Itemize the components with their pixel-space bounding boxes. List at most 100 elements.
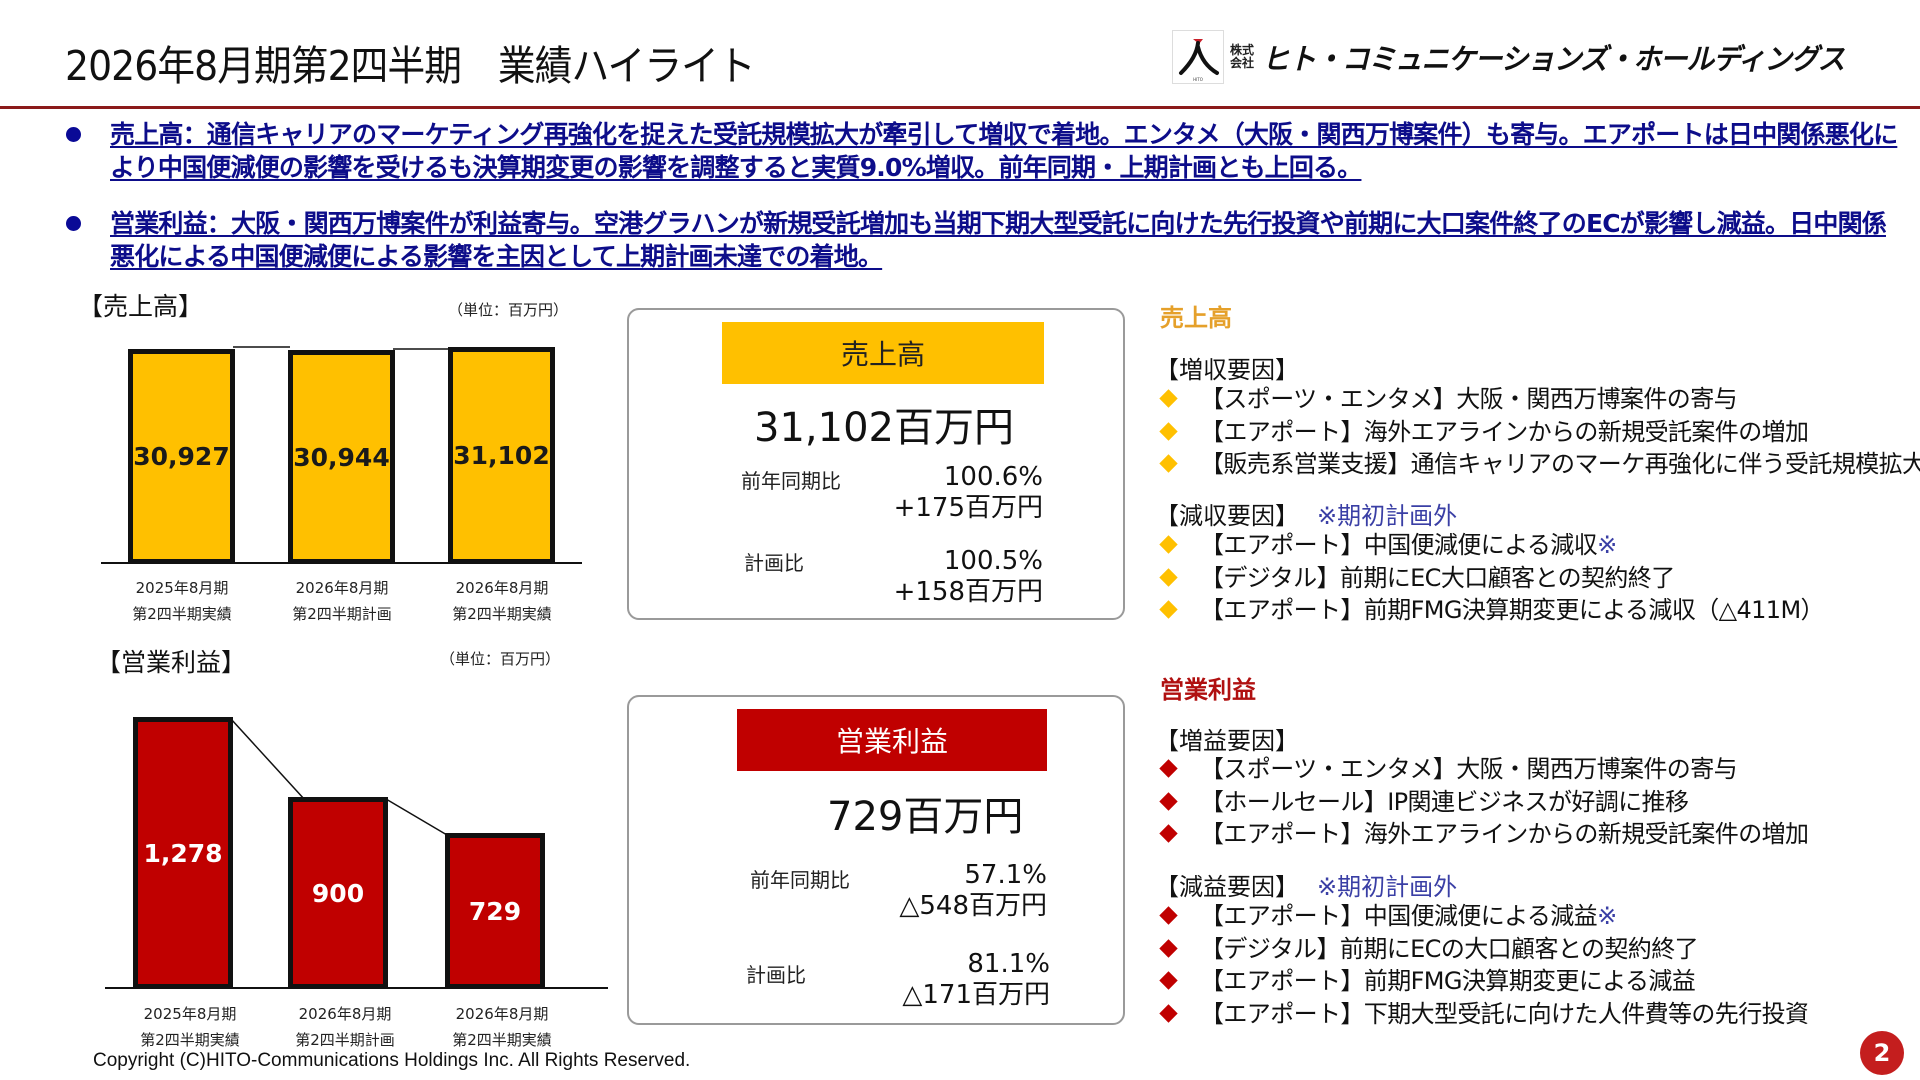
list-item: 【スポーツ・エンタメ】大阪・関西万博案件の寄与 xyxy=(1159,753,1808,786)
company-kk-label: 株式 会社 xyxy=(1230,43,1255,70)
x-label-line2: 第2四半期実績 xyxy=(140,1031,240,1049)
unplanned-mark: ※ xyxy=(1597,531,1617,559)
revenue-summary-card: 売上高 31,102百万円 前年同期比 100.6% +175百万円 計画比 1… xyxy=(627,308,1125,620)
op-summary-header: 営業利益 xyxy=(737,709,1047,771)
diamond-bullet-icon xyxy=(1159,906,1178,925)
revenue-axis-line xyxy=(101,562,582,564)
diamond-bullet-icon xyxy=(1159,421,1178,441)
op-total-value: 729百万円 xyxy=(827,794,1024,840)
revenue-x-label: 2026年8月期 第2四半期実績 xyxy=(422,575,582,627)
diamond-bullet-icon xyxy=(1159,454,1178,473)
company-name: ヒト・コミュニケーションズ・ホールディングス xyxy=(1262,42,1845,76)
op-bar: 1,278 xyxy=(133,717,233,989)
factor-text: 【エアポート】海外エアラインからの新規受託案件の増加 xyxy=(1200,820,1809,848)
yoy-label: 前年同期比 xyxy=(741,469,841,493)
copyright-notice: Copyright (C)HITO-Communications Holding… xyxy=(93,1050,691,1071)
yoy-diff: +175百万円 xyxy=(893,493,1043,523)
unplanned-note: ※期初計画外 xyxy=(1317,873,1458,901)
unplanned-note: ※期初計画外 xyxy=(1317,502,1458,530)
op-x-label: 2025年8月期 第2四半期実績 xyxy=(110,1001,270,1053)
op-chart-title: 【営業利益】 xyxy=(96,648,247,677)
factor-text: 【スポーツ・エンタメ】大阪・関西万博案件の寄与 xyxy=(1200,385,1738,413)
revenue-x-label: 2025年8月期 第2四半期実績 xyxy=(102,575,262,627)
op-plan-values: 81.1% △171百万円 xyxy=(902,949,1050,1011)
revenue-chart-title: 【売上高】 xyxy=(78,292,204,321)
revenue-x-label: 2026年8月期 第2四半期計画 xyxy=(262,575,422,627)
revenue-decrease-title: 【減収要因】 ※期初計画外 xyxy=(1155,496,1457,531)
diamond-bullet-icon xyxy=(1159,824,1178,843)
x-label-line2: 第2四半期計画 xyxy=(295,1031,395,1049)
op-chart-unit: （単位：百万円） xyxy=(440,650,561,668)
x-label-line1: 2025年8月期 xyxy=(143,1005,237,1023)
factor-text: 【エアポート】前期FMG決算期変更による減収（△411M） xyxy=(1200,596,1825,624)
revenue-total-value: 31,102百万円 xyxy=(754,405,1014,451)
page-title: 2026年8月期第2四半期 業績ハイライト xyxy=(65,42,756,90)
decrease-title-text: 【減益要因】 xyxy=(1155,873,1299,901)
list-item: 【デジタル】前期にECの大口顧客との契約終了 xyxy=(1159,933,1808,966)
op-factors-heading: 営業利益 xyxy=(1160,676,1256,704)
x-label-line1: 2026年8月期 xyxy=(298,1005,392,1023)
op-axis-line xyxy=(105,987,608,989)
highlight-text: 売上高：通信キャリアのマーケティング再強化を捉えた受託規模拡大が牽引して増収で着… xyxy=(110,120,1898,182)
revenue-bar: 31,102 xyxy=(448,347,555,564)
list-item: 【エアポート】中国便減便による減収※ xyxy=(1159,529,1824,562)
header-divider xyxy=(0,106,1920,109)
x-label-line2: 第2四半期実績 xyxy=(452,1031,552,1049)
list-item: 【エアポート】前期FMG決算期変更による減益 xyxy=(1159,965,1808,998)
op-bar: 729 xyxy=(445,833,545,989)
factor-text: 【エアポート】海外エアラインからの新規受託案件の増加 xyxy=(1200,417,1809,446)
x-label-line1: 2026年8月期 xyxy=(455,579,549,597)
op-decrease-title: 【減益要因】 ※期初計画外 xyxy=(1155,867,1457,902)
plan-diff: +158百万円 xyxy=(893,577,1043,607)
plan-percent: 81.1% xyxy=(967,949,1050,979)
diamond-bullet-icon xyxy=(1159,1003,1178,1023)
diamond-bullet-icon xyxy=(1159,791,1178,811)
plan-label: 計画比 xyxy=(744,551,804,575)
diamond-bullet-icon xyxy=(1159,535,1178,554)
list-item: 【デジタル】前期にEC大口顧客との契約終了 xyxy=(1159,562,1824,595)
op-increase-title: 【増益要因】 xyxy=(1155,727,1299,755)
revenue-plan-values: 100.5% +158百万円 xyxy=(894,546,1043,608)
list-item: 【スポーツ・エンタメ】大阪・関西万博案件の寄与 xyxy=(1159,383,1920,416)
factor-text: 【販売系営業支援】通信キャリアのマーケ再強化に伴う受託規模拡大 xyxy=(1200,450,1920,478)
revenue-increase-title: 【増収要因】 xyxy=(1155,356,1299,384)
x-label-line2: 第2四半期実績 xyxy=(452,605,552,623)
x-label-line1: 2026年8月期 xyxy=(295,579,389,597)
revenue-yoy-values: 100.6% +175百万円 xyxy=(894,462,1043,524)
diamond-bullet-icon xyxy=(1159,600,1178,619)
yoy-label: 前年同期比 xyxy=(750,868,850,892)
x-label-line1: 2025年8月期 xyxy=(135,579,229,597)
highlight-text: 営業利益：大阪・関西万博案件が利益寄与。空港グラハンが新規受託増加も当期下期大型… xyxy=(110,209,1887,271)
company-logo: HITO 株式 会社 ヒト・コミュニケーションズ・ホールディングス xyxy=(1172,30,1892,90)
revenue-bar: 30,944 xyxy=(288,350,395,564)
diamond-bullet-icon xyxy=(1159,567,1178,587)
op-x-label: 2026年8月期 第2四半期計画 xyxy=(265,1001,425,1053)
factor-text: 【エアポート】中国便減便による減益 xyxy=(1200,902,1598,930)
revenue-increase-list: 【スポーツ・エンタメ】大阪・関西万博案件の寄与 【エアポート】海外エアラインから… xyxy=(1159,383,1920,481)
decrease-title-text: 【減収要因】 xyxy=(1155,502,1299,530)
op-bar: 900 xyxy=(288,797,388,989)
x-label-line2: 第2四半期実績 xyxy=(132,605,232,623)
list-item: 【ホールセール】IP関連ビジネスが好調に推移 xyxy=(1159,786,1808,819)
bullet-dot-icon xyxy=(66,216,81,231)
factor-text: 【スポーツ・エンタメ】大阪・関西万博案件の寄与 xyxy=(1200,755,1738,783)
list-item: 【エアポート】下期大型受託に向けた人件費等の先行投資 xyxy=(1159,998,1809,1031)
bullet-dot-icon xyxy=(66,127,81,142)
x-label-line2: 第2四半期計画 xyxy=(292,605,392,623)
diamond-bullet-icon xyxy=(1159,938,1178,958)
plan-percent: 100.5% xyxy=(943,546,1043,576)
op-x-label: 2026年8月期 第2四半期実績 xyxy=(422,1001,582,1053)
list-item: 【エアポート】中国便減便による減益※ xyxy=(1159,900,1808,933)
revenue-decrease-list: 【エアポート】中国便減便による減収※ 【デジタル】前期にEC大口顧客との契約終了… xyxy=(1159,529,1825,627)
op-increase-list: 【スポーツ・エンタメ】大阪・関西万博案件の寄与 【ホールセール】IP関連ビジネス… xyxy=(1159,753,1809,851)
hito-person-logo-icon: HITO xyxy=(1172,30,1224,84)
yoy-diff: △548百万円 xyxy=(899,891,1047,921)
unplanned-mark: ※ xyxy=(1597,902,1617,930)
revenue-summary-header: 売上高 xyxy=(722,322,1044,384)
revenue-chart-unit: （単位：百万円） xyxy=(448,301,569,319)
plan-label: 計画比 xyxy=(746,963,806,987)
factor-text: 【エアポート】下期大型受託に向けた人件費等の先行投資 xyxy=(1200,999,1809,1028)
revenue-bar: 30,927 xyxy=(128,349,235,564)
list-item: 【販売系営業支援】通信キャリアのマーケ再強化に伴う受託規模拡大 xyxy=(1159,448,1920,481)
diamond-bullet-icon xyxy=(1159,759,1178,778)
